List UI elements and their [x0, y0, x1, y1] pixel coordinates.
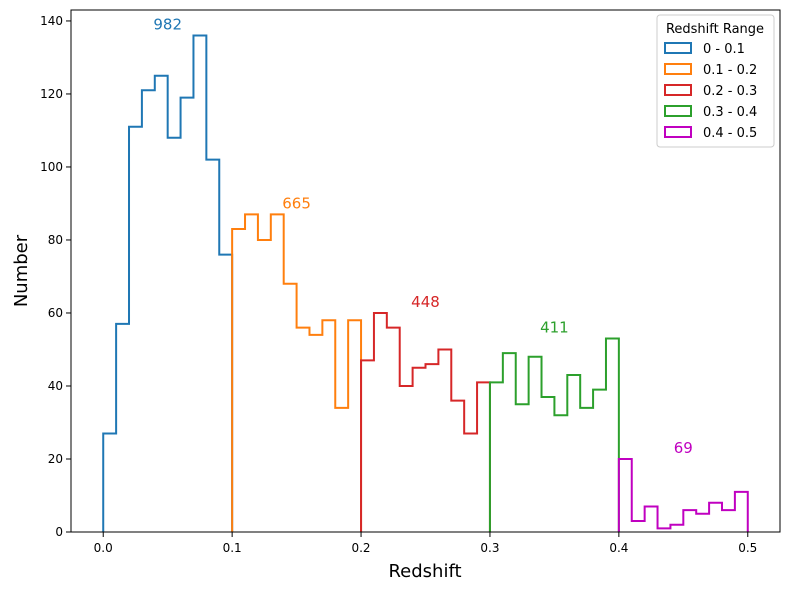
legend-box: [656, 14, 775, 148]
total-labels: 982 665 448 411 69: [153, 16, 693, 457]
total-label-4: 69: [674, 439, 693, 457]
legend-title: Redshift Range: [666, 22, 764, 37]
y-tick-label: 0: [55, 525, 63, 539]
x-tick-label: 0.5: [738, 541, 757, 555]
series-step-4: [617, 457, 749, 532]
legend-label-1: 0.1 - 0.2: [703, 63, 757, 78]
y-tick-label: 40: [48, 379, 63, 393]
total-label-1: 665: [282, 194, 311, 212]
y-tick-label: 140: [40, 14, 63, 28]
y-axis-label: Number: [11, 234, 32, 307]
total-label-0: 982: [153, 16, 182, 34]
series-step-1: [231, 213, 363, 532]
x-tick-label: 0.1: [223, 541, 242, 555]
series-step-2: [360, 311, 491, 532]
y-tick-label: 20: [48, 452, 63, 466]
total-label-2: 448: [411, 293, 440, 311]
series-step-0: [102, 34, 234, 532]
y-tick-label: 120: [40, 87, 63, 101]
series-step-3: [488, 337, 620, 532]
legend-label-4: 0.4 - 0.5: [703, 126, 757, 141]
x-tick-label: 0.4: [609, 541, 628, 555]
legend-swatch-3: [664, 105, 692, 117]
y-axis-ticks: 0 20 40 60 80 100 120 140: [40, 14, 71, 539]
x-axis-ticks: 0.0 0.1 0.2 0.3 0.4 0.5: [94, 532, 757, 555]
legend-swatch-0: [664, 42, 692, 54]
y-tick-label: 80: [48, 233, 63, 247]
plot-frame: [70, 9, 781, 533]
legend-swatch-2: [664, 84, 692, 96]
x-tick-label: 0.2: [351, 541, 370, 555]
series-layer: [102, 34, 749, 532]
legend-swatch-1: [664, 63, 692, 75]
x-tick-label: 0.3: [480, 541, 499, 555]
y-tick-label: 100: [40, 160, 63, 174]
legend: Redshift Range 0 - 0.1 0.1 - 0.2 0.2 - 0.3…: [656, 14, 775, 148]
x-axis-label: Redshift: [388, 561, 461, 582]
y-tick-label: 60: [48, 306, 63, 320]
x-tick-label: 0.0: [94, 541, 113, 555]
legend-label-0: 0 - 0.1: [703, 42, 745, 57]
legend-swatch-4: [664, 126, 692, 138]
legend-label-2: 0.2 - 0.3: [703, 84, 757, 99]
legend-label-3: 0.3 - 0.4: [703, 105, 757, 120]
total-label-3: 411: [540, 319, 569, 337]
legend-items: 0 - 0.1 0.1 - 0.2 0.2 - 0.3 0.3 - 0.4 0.4 - …: [664, 42, 757, 141]
